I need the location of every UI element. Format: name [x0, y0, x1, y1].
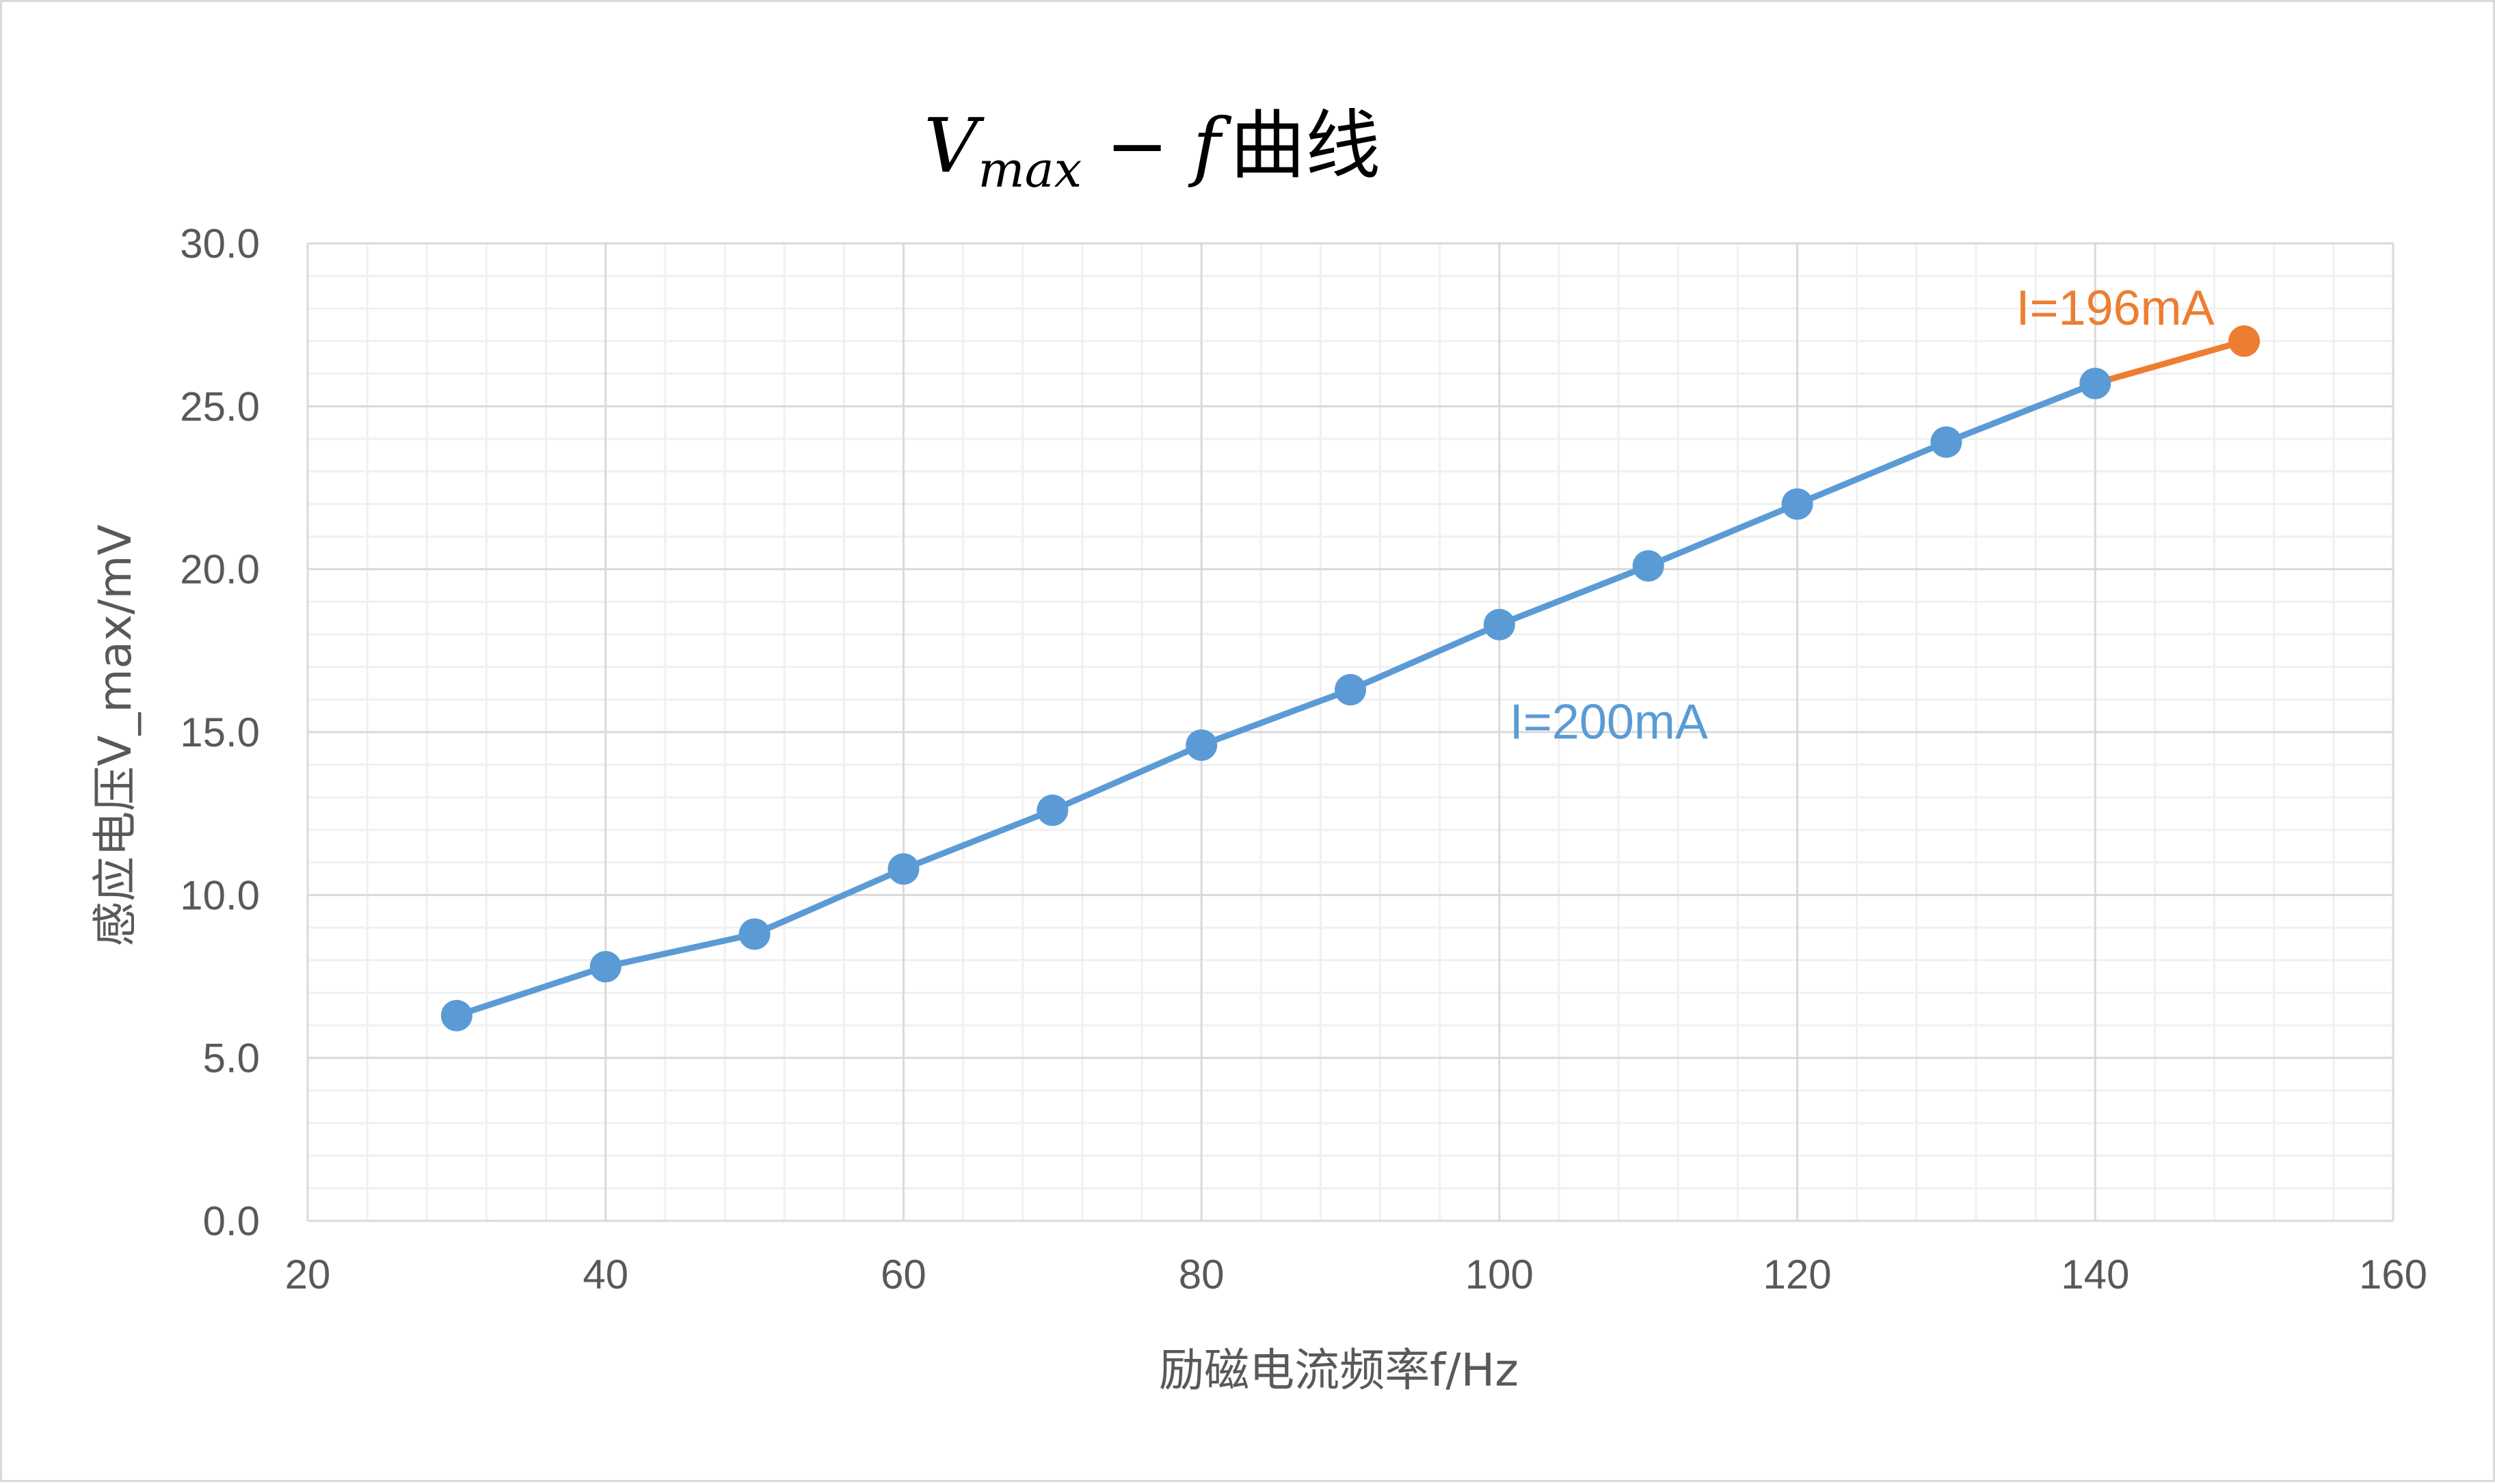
data-point	[1186, 729, 1218, 761]
x-tick-label: 120	[1763, 1252, 1832, 1297]
y-tick-label: 0.0	[203, 1198, 260, 1244]
tick-labels: 20 40 60 80 100 120 140 160 0.0 5.0 10.0 15.0 20.0 25…	[180, 221, 2427, 1297]
x-tick-label: 80	[1179, 1252, 1225, 1297]
chart-title: Vmax − f 曲线	[924, 102, 1380, 198]
y-axis-title: 感应电压V_max/mV	[89, 524, 142, 947]
data-point	[1335, 674, 1366, 706]
data-point	[1483, 608, 1515, 640]
data-point	[2079, 367, 2111, 399]
data-point	[738, 918, 771, 950]
y-tick-label: 25.0	[180, 383, 260, 429]
grid-layer	[306, 242, 2394, 1222]
title-suffix: 曲线	[1230, 102, 1380, 189]
data-point	[589, 951, 622, 983]
series-labels: I=200mA I=196mA	[1510, 281, 2215, 749]
y-tick-label: 10.0	[180, 872, 260, 918]
data-point	[1037, 794, 1069, 826]
x-tick-label: 40	[583, 1252, 628, 1297]
title-variable: V	[924, 102, 985, 189]
data-point	[2228, 325, 2260, 357]
x-tick-label: 160	[2359, 1252, 2427, 1297]
x-tick-label: 140	[2061, 1252, 2129, 1297]
y-tick-label: 20.0	[180, 547, 260, 593]
x-tick-label: 100	[1465, 1252, 1534, 1297]
series-layer	[440, 325, 2260, 1031]
y-tick-label: 5.0	[203, 1036, 260, 1081]
series-line-1	[2092, 338, 2247, 387]
title-subscript: max	[978, 141, 1082, 198]
y-tick-label: 30.0	[180, 221, 260, 267]
x-tick-label: 20	[285, 1252, 331, 1297]
series-label-0: I=200mA	[1510, 695, 1708, 750]
data-point	[1781, 488, 1813, 520]
title-rest: − f	[1082, 102, 1231, 189]
series-line-0	[453, 380, 2098, 1019]
data-point	[1930, 426, 1962, 458]
y-tick-label: 15.0	[180, 710, 260, 755]
x-axis-title: 励磁电流频率f/Hz	[1159, 1344, 1519, 1397]
data-point	[1632, 550, 1664, 582]
data-point	[440, 999, 472, 1031]
series-label-1: I=196mA	[2016, 281, 2214, 336]
x-tick-label: 60	[881, 1252, 926, 1297]
data-point	[888, 853, 920, 885]
